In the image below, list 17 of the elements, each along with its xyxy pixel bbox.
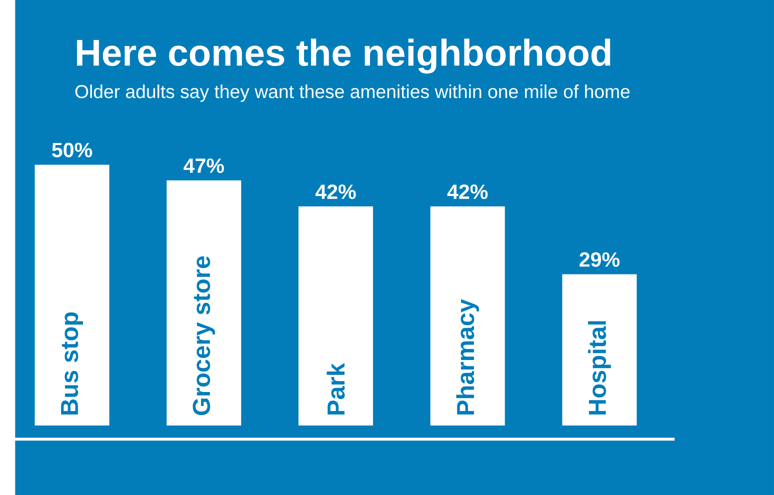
x-tick-label: Grocery store [192,256,215,416]
bar [298,206,374,426]
data-label: 50% [52,142,92,158]
bar [34,164,110,426]
chart-title: Here comes the neighborhood [77,38,610,74]
data-label: 42% [447,184,488,199]
data-label: 47% [184,158,224,173]
x-tick-label: Park [326,362,345,414]
bar [430,206,505,426]
x-tick-label: Pharmacy [456,299,480,414]
x-tick-label: Hospital [588,321,611,414]
bar [562,274,637,426]
bar [166,180,242,426]
x-tick-label: Bus stop [61,312,84,414]
data-label: 29% [580,252,620,267]
data-label: 42% [315,184,356,199]
chart-subtitle: Older adults say they want these amenities within one mile of home [75,84,630,102]
